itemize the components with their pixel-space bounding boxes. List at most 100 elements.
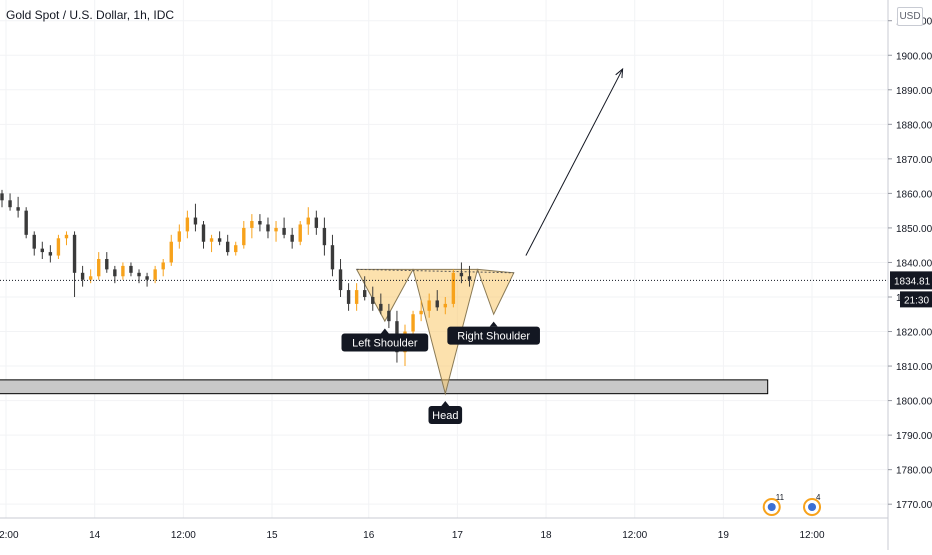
- price-axis-label: 1810.00: [896, 362, 932, 373]
- candle-body[interactable]: [338, 269, 343, 291]
- price-axis-label: 1840.00: [896, 258, 932, 269]
- candle-body[interactable]: [137, 272, 141, 277]
- candle-body[interactable]: [201, 224, 206, 242]
- label-head-box: [428, 406, 463, 425]
- label-right-shoulder-pointer: [489, 321, 498, 327]
- candle-body[interactable]: [250, 221, 254, 228]
- label-left-shoulder-pointer: [380, 328, 389, 334]
- candle-body[interactable]: [177, 231, 182, 242]
- candle-body[interactable]: [193, 217, 198, 225]
- countdown-value: 21:30: [904, 295, 929, 306]
- candle-body[interactable]: [282, 227, 286, 235]
- candle-body[interactable]: [72, 234, 77, 273]
- candle-body[interactable]: [161, 262, 165, 270]
- price-axis-label: 1850.00: [896, 224, 932, 235]
- time-axis-label: 12:00: [800, 530, 825, 541]
- label-left-shoulder[interactable]: Left Shoulder: [352, 338, 418, 350]
- candle-body[interactable]: [306, 217, 310, 225]
- price-axis-label: 1790.00: [896, 431, 932, 442]
- candle-body[interactable]: [8, 200, 12, 208]
- left-shoulder-triangle[interactable]: [355, 268, 414, 323]
- candle-body[interactable]: [88, 276, 93, 280]
- candle-body[interactable]: [56, 238, 61, 256]
- price-axis-label: 1780.00: [896, 466, 932, 477]
- time-axis-label: 18: [540, 530, 552, 541]
- candle-body[interactable]: [64, 234, 69, 239]
- current-price-value: 1834.81: [894, 276, 931, 287]
- label-right-shoulder[interactable]: Right Shoulder: [457, 331, 530, 343]
- candle-body[interactable]: [185, 217, 190, 232]
- time-axis-label: 17: [452, 530, 464, 541]
- candle-body[interactable]: [40, 248, 44, 253]
- candle-body[interactable]: [274, 227, 278, 232]
- candle-body[interactable]: [225, 241, 230, 253]
- candle-body[interactable]: [234, 245, 238, 253]
- candle-body[interactable]: [459, 272, 464, 277]
- candle-body[interactable]: [145, 276, 149, 280]
- candle-body[interactable]: [242, 227, 246, 246]
- candle-body[interactable]: [427, 300, 431, 311]
- candle-body[interactable]: [298, 224, 302, 242]
- candle-body[interactable]: [217, 238, 222, 242]
- candle-body[interactable]: [113, 269, 117, 277]
- candle-body[interactable]: [346, 290, 351, 304]
- candle-body[interactable]: [105, 259, 109, 270]
- time-axis-label: 14: [89, 530, 101, 541]
- candle-body[interactable]: [443, 303, 447, 308]
- candle-body[interactable]: [129, 265, 133, 273]
- candle-body[interactable]: [435, 300, 439, 308]
- time-axis-label: 16: [363, 530, 375, 541]
- candle-body[interactable]: [16, 207, 20, 211]
- support-zone[interactable]: [0, 379, 769, 395]
- current-price-badge[interactable]: [890, 271, 932, 290]
- price-axis-label: 1900.00: [896, 51, 932, 62]
- candle-body[interactable]: [387, 310, 391, 322]
- time-axis-label: 12:00: [0, 530, 19, 541]
- price-axis-label: 1770.00: [896, 500, 932, 511]
- candle-body[interactable]: [330, 245, 335, 270]
- price-axis-label: 1880.00: [896, 120, 932, 131]
- candle-body[interactable]: [80, 272, 85, 280]
- countdown-badge: [900, 291, 932, 308]
- candle-body[interactable]: [0, 193, 4, 201]
- candle-body[interactable]: [314, 217, 319, 228]
- candle-body[interactable]: [97, 259, 101, 277]
- economic-event-flag: [767, 503, 776, 511]
- candle-body[interactable]: [153, 269, 157, 280]
- price-axis-label: 1860.00: [896, 189, 932, 200]
- time-axis-label: 12:00: [622, 530, 647, 541]
- chart-title: Gold Spot / U.S. Dollar, 1h, IDC: [6, 8, 175, 22]
- economic-event-count: 11: [776, 493, 785, 502]
- candle-body[interactable]: [322, 227, 327, 246]
- projection-arrow-head: [615, 67, 624, 79]
- projection-arrow[interactable]: [525, 68, 624, 256]
- candle-body[interactable]: [451, 272, 456, 304]
- candle-body[interactable]: [169, 241, 173, 263]
- label-head-pointer: [441, 401, 450, 407]
- candle-body[interactable]: [467, 276, 472, 280]
- candle-body[interactable]: [411, 314, 415, 332]
- candle-body[interactable]: [371, 296, 375, 304]
- candle-body[interactable]: [24, 210, 28, 235]
- price-axis-label: 1890.00: [896, 86, 932, 97]
- candle-body[interactable]: [32, 234, 36, 249]
- candle-body[interactable]: [48, 252, 53, 256]
- label-left-shoulder-box: [341, 333, 429, 352]
- time-axis-label: 12:00: [171, 530, 196, 541]
- currency-selector[interactable]: USD: [897, 7, 923, 26]
- right-shoulder-triangle[interactable]: [476, 268, 515, 316]
- price-axis-label: 1870.00: [896, 155, 932, 166]
- candle-body[interactable]: [363, 290, 367, 297]
- candle-body[interactable]: [258, 221, 262, 225]
- candle-body[interactable]: [209, 238, 214, 242]
- label-head[interactable]: Head: [432, 410, 458, 422]
- candle-body[interactable]: [290, 234, 294, 242]
- candle-body[interactable]: [266, 224, 270, 232]
- candle-body[interactable]: [419, 310, 423, 315]
- candle-body[interactable]: [354, 290, 359, 304]
- label-right-shoulder-box: [447, 326, 540, 345]
- candle-body[interactable]: [121, 265, 125, 277]
- candle-body[interactable]: [379, 303, 383, 311]
